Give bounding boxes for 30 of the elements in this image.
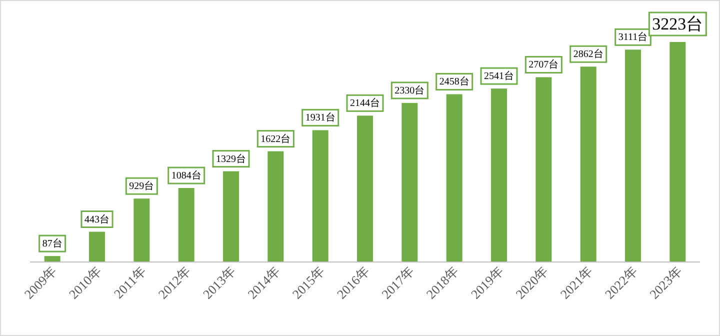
bar: [536, 77, 552, 262]
data-label: 2862台: [573, 48, 604, 60]
bar: [134, 198, 150, 262]
data-label: 2330台: [394, 84, 425, 96]
data-label: 929台: [129, 180, 154, 192]
bar: [670, 42, 686, 262]
data-label: 1329台: [216, 152, 246, 165]
data-label: 1622台: [260, 132, 291, 145]
data-label: 2144台: [350, 97, 380, 110]
data-label: 1931台: [305, 112, 336, 124]
bar: [357, 116, 373, 262]
bar: [223, 171, 239, 262]
data-label: 2458台: [439, 76, 470, 88]
data-label: 443台: [84, 213, 110, 226]
bar: [312, 130, 328, 262]
data-label: 2707台: [528, 58, 559, 71]
data-label: 3111台: [618, 31, 648, 44]
bar: [625, 50, 641, 262]
data-label: 3223台: [652, 14, 704, 34]
bar: [44, 256, 60, 262]
bar: [402, 102, 418, 262]
bar: [178, 188, 194, 262]
bar: [491, 88, 507, 262]
bar: [446, 94, 462, 262]
bar: [89, 232, 105, 262]
bar: [268, 151, 284, 262]
data-label: 87台: [42, 238, 62, 250]
data-label: 2541台: [484, 70, 514, 82]
bar: [580, 66, 596, 262]
data-label: 1084台: [171, 170, 202, 182]
